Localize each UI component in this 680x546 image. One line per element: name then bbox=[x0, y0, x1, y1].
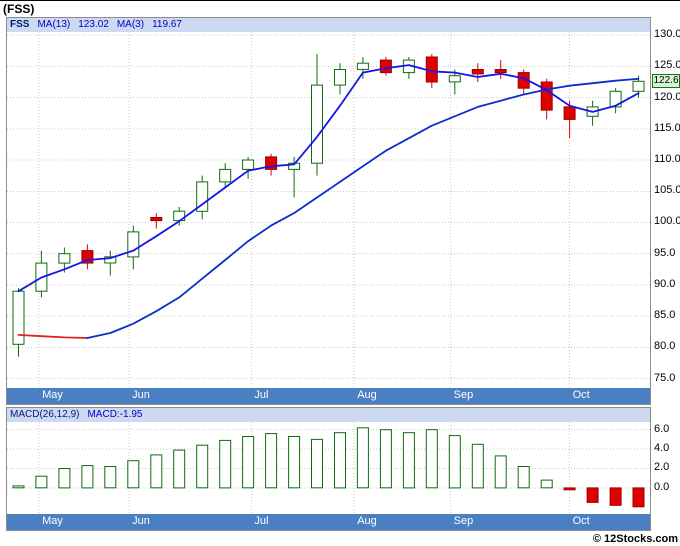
macd-legend: MACD(26,12,9) MACD:-1.95 bbox=[7, 408, 650, 422]
y-tick-label: 110.0 bbox=[654, 153, 680, 166]
macd-plot bbox=[7, 422, 650, 514]
last-price-tag: 122.6 bbox=[652, 74, 680, 89]
main-month-axis: May Jun Jul Aug Sep Oct bbox=[7, 388, 650, 404]
month-label: Jul bbox=[254, 515, 269, 527]
month-label: Jun bbox=[132, 515, 150, 527]
macd-label: MACD(26,12,9) bbox=[10, 409, 80, 420]
month-label: Jul bbox=[254, 389, 269, 401]
y-tick-label: 100.0 bbox=[654, 215, 680, 228]
macd-value-axis: 6.0 4.0 2.0 0.0 bbox=[653, 422, 680, 514]
month-label: May bbox=[42, 389, 63, 401]
month-label: Sep bbox=[453, 515, 474, 527]
month-label: May bbox=[42, 515, 63, 527]
symbol-label: FSS bbox=[10, 19, 30, 30]
ma3-value: 119.67 bbox=[152, 19, 182, 30]
y-tick-label: 85.0 bbox=[654, 309, 676, 322]
macd-chart-panel: MACD(26,12,9) MACD:-1.95 May Jun Jul Aug Sep… bbox=[6, 407, 651, 531]
ma13-value: 123.02 bbox=[78, 19, 109, 30]
y-tick-label: 95.0 bbox=[654, 246, 676, 259]
y-tick-label: 115.0 bbox=[654, 121, 680, 134]
month-label: Aug bbox=[357, 389, 377, 401]
y-tick-label: 4.0 bbox=[654, 442, 670, 455]
y-tick-label: 120.0 bbox=[654, 90, 680, 103]
month-label: Oct bbox=[572, 389, 590, 401]
ma13-label: MA(13) bbox=[37, 19, 71, 30]
y-tick-label: 0.0 bbox=[654, 480, 670, 493]
macd-value: MACD:-1.95 bbox=[87, 409, 143, 420]
main-plot bbox=[7, 32, 650, 388]
month-label: Jun bbox=[132, 389, 150, 401]
y-tick-label: 80.0 bbox=[654, 340, 676, 353]
month-label: Aug bbox=[357, 515, 377, 527]
main-chart-legend: FSS MA(13) 123.02 MA(3) 119.67 bbox=[7, 18, 650, 32]
y-tick-label: 90.0 bbox=[654, 277, 676, 290]
y-tick-label: 105.0 bbox=[654, 184, 680, 197]
y-tick-label: 6.0 bbox=[654, 422, 670, 435]
y-tick-label: 2.0 bbox=[654, 461, 670, 474]
main-price-axis: 130.0 125.0 120.0 115.0 110.0 105.0 100.0 95.0 9… bbox=[653, 28, 680, 388]
main-chart-panel: FSS MA(13) 123.02 MA(3) 119.67 May Jun Jul… bbox=[6, 17, 651, 405]
month-label: Sep bbox=[453, 389, 474, 401]
ma3-label: MA(3) bbox=[116, 19, 145, 30]
macd-month-axis: May Jun Jul Aug Sep Oct bbox=[7, 514, 650, 530]
page-title: (FSS) bbox=[3, 2, 35, 16]
copyright-link[interactable]: © 12Stocks.com bbox=[592, 533, 678, 545]
y-tick-label: 75.0 bbox=[654, 371, 676, 384]
y-tick-label: 130.0 bbox=[654, 28, 680, 41]
y-tick-label: 125.0 bbox=[654, 59, 680, 72]
month-label: Oct bbox=[572, 515, 590, 527]
